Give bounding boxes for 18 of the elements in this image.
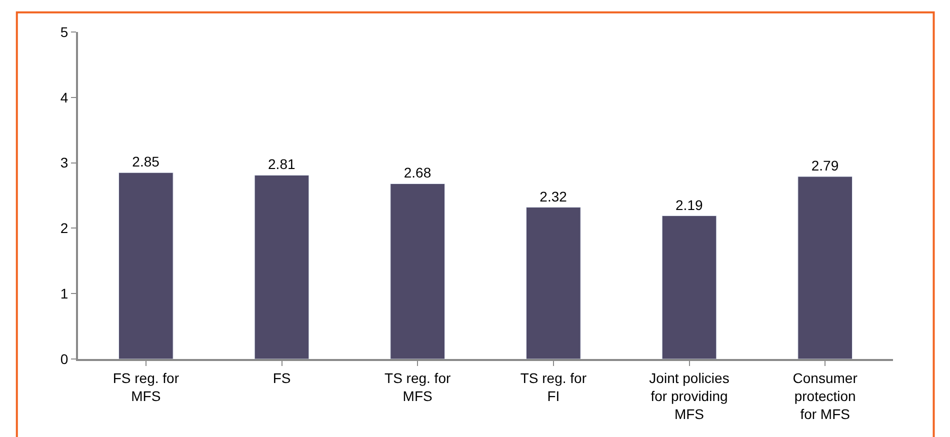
y-tick-label: 5 (60, 24, 68, 40)
y-tick-label: 4 (60, 89, 68, 106)
y-tick-label: 3 (60, 154, 68, 171)
y-tick-label: 0 (60, 350, 68, 367)
x-tick-label: FS (272, 370, 291, 386)
x-tick-label: TS reg. for FI (520, 370, 587, 404)
data-label: 2.81 (268, 156, 296, 172)
y-tick-label: 1 (60, 286, 68, 302)
x-tick-label: TS reg. for MFS (384, 370, 451, 404)
x-tick-label: FS reg. for MFS (112, 370, 180, 404)
x-tick-label: Consumer protection for MFS (792, 370, 858, 422)
x-tick-label: Joint policies for providing MFS (649, 370, 730, 422)
data-label: 2.68 (404, 164, 432, 181)
data-label: 2.32 (540, 188, 568, 204)
data-label: 2.79 (811, 158, 839, 174)
data-label: 2.85 (132, 154, 160, 170)
y-tick-label: 2 (60, 220, 68, 236)
data-label: 2.19 (676, 196, 703, 213)
